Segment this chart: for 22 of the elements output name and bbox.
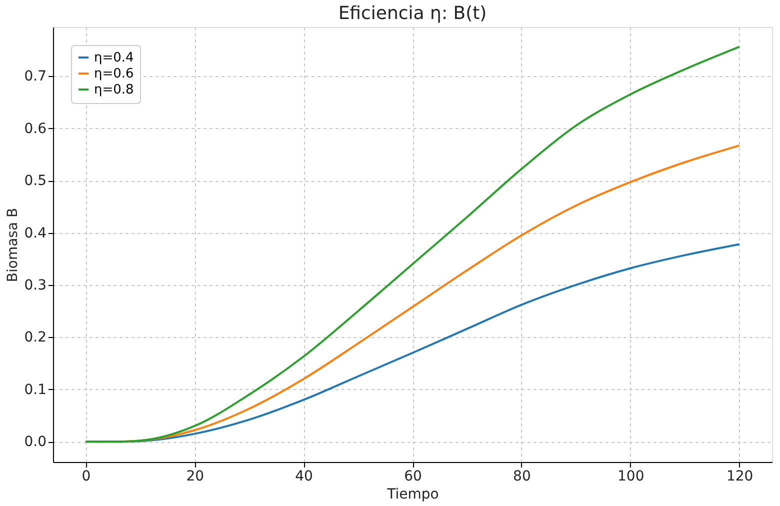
y-tick-label: 0.2 [24,330,46,346]
x-tick-label: 0 [82,468,91,484]
x-tick-label: 100 [618,468,644,484]
chart-title: Eficiencia η: B(t) [338,3,487,24]
legend-label: η=0.6 [94,66,134,82]
x-tick-label: 20 [186,468,204,484]
y-tick-label: 0.0 [24,434,46,450]
x-tick-label: 40 [295,468,313,484]
y-tick-label: 0.5 [24,173,46,190]
x-axis-title: Tiempo [386,486,439,502]
y-tick-label: 0.3 [24,277,46,294]
legend-label: η=0.8 [94,82,134,98]
x-tick-label: 60 [404,468,422,484]
line-series [84,46,740,443]
y-axis-title: Biomasa B [5,208,22,282]
y-tick-label: 0.6 [24,120,47,137]
x-tick-label: 80 [513,468,531,484]
y-tick-label: 0.7 [24,68,46,85]
x-tick-label: 120 [726,468,754,484]
y-tick-label: 0.1 [24,382,46,398]
legend-label: η=0.4 [94,50,134,66]
y-tick-label: 0.4 [24,225,47,242]
